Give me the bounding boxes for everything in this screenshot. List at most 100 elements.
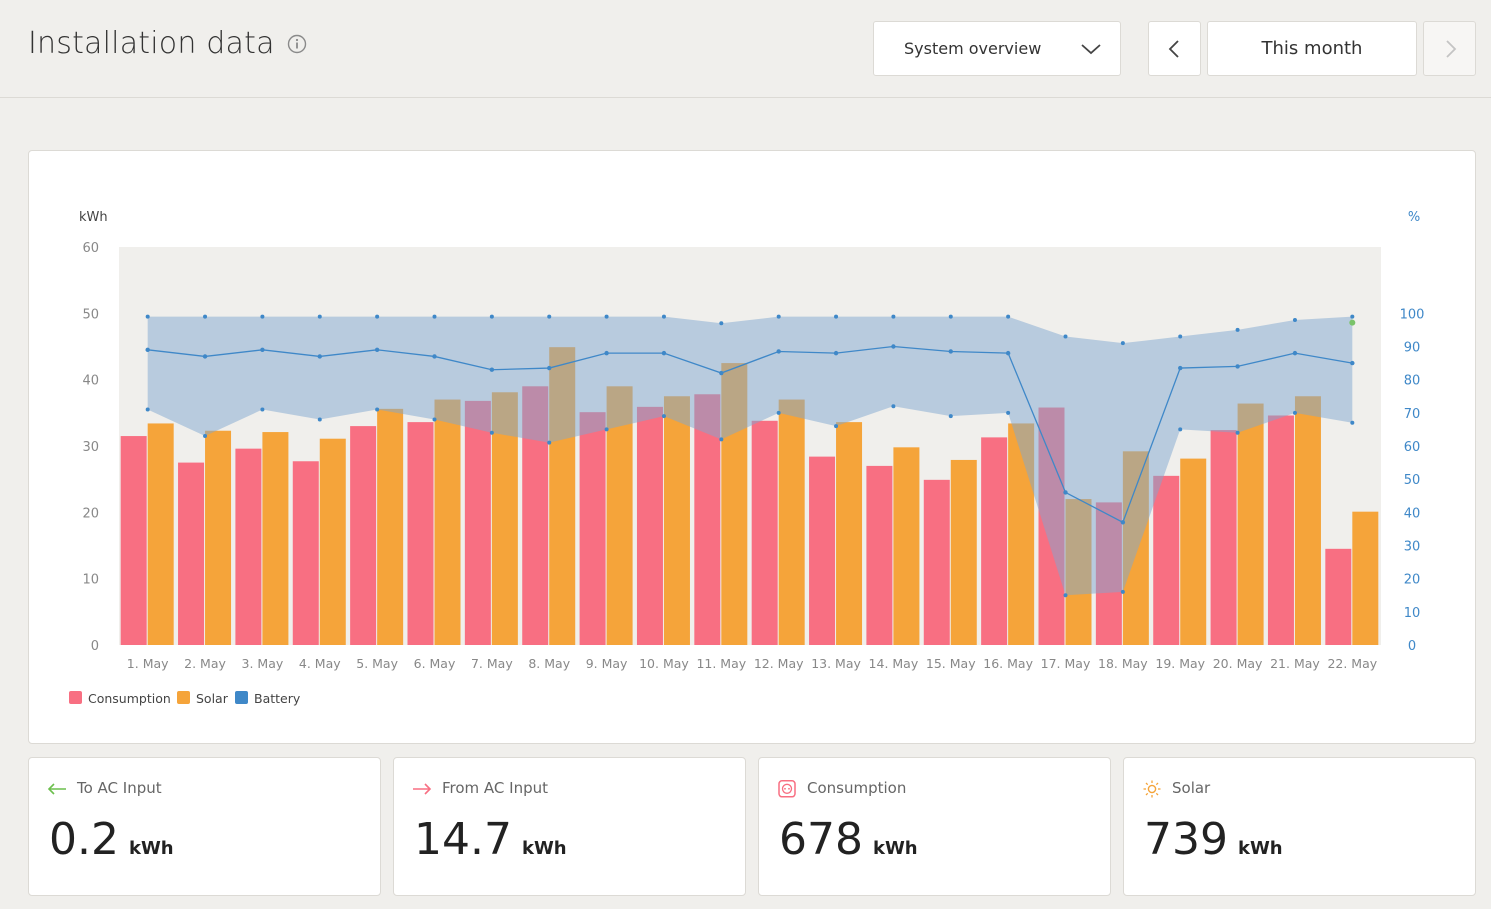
stat-unit: kWh [872, 838, 918, 859]
battery-point [374, 347, 380, 353]
battery-max-point [834, 314, 839, 319]
battery-max-point [776, 314, 781, 319]
solar-bar [1352, 511, 1379, 645]
solar-bar [606, 386, 633, 645]
y-tick-label: 20 [82, 506, 99, 521]
view-select-label: System overview [904, 39, 1042, 58]
consumption-bar [636, 406, 663, 645]
battery-max-point [1006, 314, 1011, 319]
legend-label: Consumption [88, 691, 171, 706]
y2-tick-label: 60 [1404, 440, 1421, 455]
battery-point [547, 365, 552, 371]
consumption-bar [464, 400, 491, 645]
x-tick-label: 20. May [1213, 656, 1263, 671]
battery-max-point [203, 314, 208, 319]
solar-bar [377, 408, 404, 645]
battery-point [833, 350, 839, 356]
consumption-bar [809, 456, 836, 645]
consumption-bar [1267, 415, 1294, 645]
period-label[interactable]: This month [1207, 21, 1417, 76]
stat-value-row: 14.7 kWh [414, 814, 567, 865]
consumption-bar [1325, 548, 1352, 645]
battery-max-point [1120, 341, 1125, 346]
x-tick-label: 2. May [184, 656, 226, 671]
battery-min-point [661, 414, 666, 419]
stat-value: 739 [1144, 814, 1228, 865]
battery-min-point [432, 417, 437, 422]
arrow-left-icon [47, 783, 66, 795]
consumption-bar [579, 412, 606, 645]
y-tick-label: 40 [82, 374, 99, 389]
battery-min-point [891, 404, 896, 409]
current-status-dot [1349, 319, 1356, 326]
legend-swatch [177, 691, 190, 704]
battery-min-point [948, 414, 953, 419]
battery-max-point [375, 314, 380, 319]
battery-min-point [203, 434, 208, 439]
stat-value: 14.7 [414, 814, 512, 865]
battery-max-point [489, 314, 494, 319]
stat-unit: kWh [1237, 838, 1283, 859]
battery-min-point [834, 424, 839, 429]
x-tick-label: 15. May [926, 656, 976, 671]
left-axis-label: kWh [79, 210, 108, 225]
x-tick-label: 6. May [414, 656, 456, 671]
consumption-bar [923, 479, 950, 645]
consumption-bar [407, 422, 434, 645]
battery-max-point [719, 321, 724, 326]
solar-bar [147, 423, 174, 645]
x-tick-label: 18. May [1098, 656, 1148, 671]
battery-min-point [604, 427, 609, 432]
y2-tick-label: 90 [1404, 341, 1421, 356]
legend-swatch [235, 691, 248, 704]
y2-tick-label: 50 [1404, 473, 1421, 488]
battery-max-point [1178, 334, 1183, 339]
solar-bar [893, 447, 920, 645]
battery-min-point [317, 417, 322, 422]
battery-min-point [1178, 427, 1183, 432]
battery-min-point [1120, 589, 1125, 594]
x-tick-label: 16. May [983, 656, 1033, 671]
battery-point [489, 367, 495, 372]
stat-card-solar: Solar 739 kWh [1123, 757, 1476, 896]
page-header: Installation data System overview This m… [0, 0, 1491, 98]
battery-max-point [1350, 314, 1355, 319]
chevron-left-icon [1168, 40, 1179, 58]
y2-tick-label: 30 [1404, 540, 1421, 555]
battery-min-point [1006, 410, 1011, 415]
chart-card: kWh 0 10 20 30 40 50 60% 0 10 20 30 40 50 60 70 80 90 100 1… [28, 150, 1476, 744]
view-select[interactable]: System overview [873, 21, 1121, 76]
battery-point [1292, 350, 1298, 356]
x-tick-label: 17. May [1041, 656, 1091, 671]
solar-bar [950, 459, 977, 645]
consumption-bar [292, 461, 319, 645]
consumption-bar [178, 462, 205, 645]
socket-icon [778, 780, 796, 798]
x-tick-label: 4. May [299, 656, 341, 671]
x-tick-label: 22. May [1327, 656, 1377, 671]
previous-period-button[interactable] [1148, 21, 1201, 76]
battery-point [432, 354, 437, 359]
battery-min-point [547, 440, 552, 445]
stat-card-from-ac-input: From AC Input 14.7 kWh [393, 757, 746, 896]
next-period-button[interactable] [1423, 21, 1476, 76]
y-tick-label: 50 [82, 307, 99, 322]
y-tick-label: 10 [82, 573, 99, 588]
battery-point [145, 347, 150, 353]
info-icon[interactable] [287, 34, 307, 54]
chevron-right-icon [1446, 40, 1457, 58]
energy-chart: kWh 0 10 20 30 40 50 60% 0 10 20 30 40 50 60 70 80 90 100 1… [69, 210, 1425, 706]
x-tick-label: 8. May [528, 656, 570, 671]
y2-tick-label: 100 [1400, 307, 1425, 322]
solar-bar [1237, 403, 1264, 645]
battery-point [260, 347, 265, 353]
battery-line [147, 345, 1353, 524]
x-tick-label: 7. May [471, 656, 513, 671]
solar-bar [262, 432, 289, 645]
battery-range-band [147, 316, 1353, 596]
solar-bar [205, 430, 232, 645]
x-tick-label: 21. May [1270, 656, 1320, 671]
battery-point [719, 370, 724, 376]
battery-max-point [1235, 327, 1240, 332]
stat-unit: kWh [521, 838, 567, 859]
